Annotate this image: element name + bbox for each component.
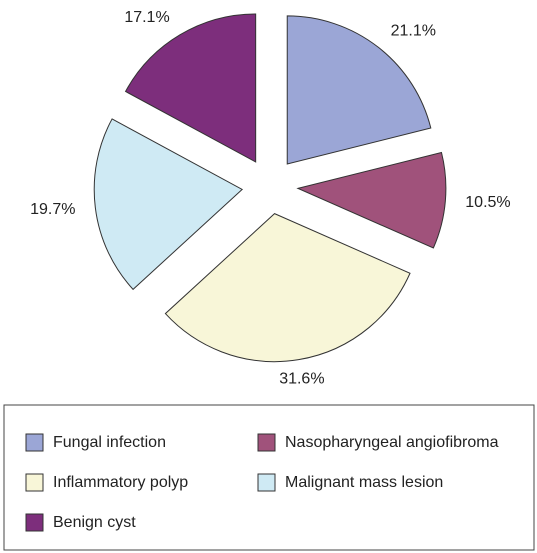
legend-swatch [257,473,276,492]
data-label: 10.5% [465,194,510,211]
legend-label: Malignant mass lesion [285,474,443,491]
data-label: 21.1% [391,23,436,40]
pie-slice [286,15,432,165]
pie-slice [296,151,447,249]
legend-swatch [25,473,44,492]
pie-slice [93,118,244,291]
legend-label: Fungal infection [53,434,166,451]
data-label: 31.6% [279,371,324,388]
data-label: 17.1% [124,9,169,26]
legend-box [3,404,535,551]
data-label: 19.7% [30,201,75,218]
legend-label: Inflammatory polyp [53,474,188,491]
pie-slice [124,13,257,163]
legend-swatch [25,433,44,452]
legend-label: Nasopharyngeal angiofibroma [285,434,499,451]
pie-slice [164,213,411,363]
legend-swatch [25,513,44,532]
legend-label: Benign cyst [53,514,136,531]
legend-swatch [257,433,276,452]
